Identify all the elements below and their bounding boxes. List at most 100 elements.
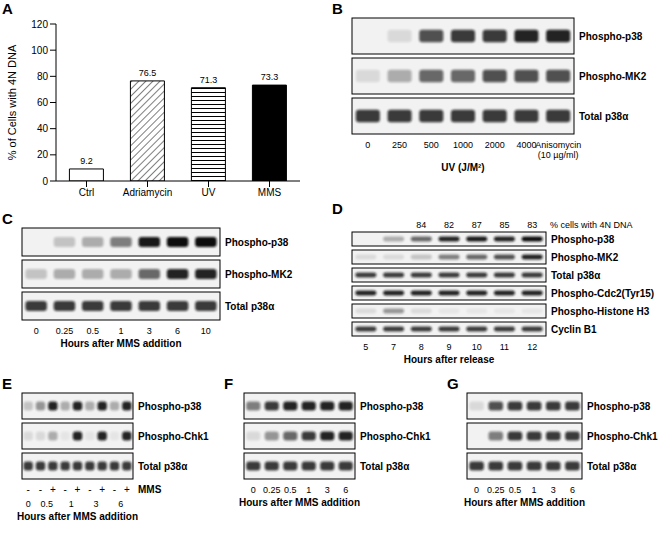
svg-text:76.5: 76.5 bbox=[139, 68, 157, 78]
svg-text:Phospho-p38: Phospho-p38 bbox=[587, 401, 651, 412]
svg-text:3: 3 bbox=[325, 485, 330, 495]
svg-text:-: - bbox=[88, 484, 91, 495]
svg-text:+: + bbox=[124, 484, 130, 495]
svg-text:0: 0 bbox=[42, 176, 48, 187]
svg-text:0: 0 bbox=[26, 499, 31, 509]
svg-text:83: 83 bbox=[527, 220, 537, 230]
svg-text:71.3: 71.3 bbox=[200, 75, 218, 85]
svg-text:MMS: MMS bbox=[138, 484, 162, 495]
svg-text:Total p38α: Total p38α bbox=[360, 461, 410, 472]
svg-text:8: 8 bbox=[419, 342, 424, 352]
svg-text:84: 84 bbox=[416, 220, 426, 230]
svg-text:0.25: 0.25 bbox=[56, 326, 74, 336]
svg-text:MMS: MMS bbox=[258, 187, 282, 198]
svg-text:120: 120 bbox=[31, 19, 48, 30]
svg-text:10: 10 bbox=[472, 342, 482, 352]
svg-text:-: - bbox=[26, 484, 29, 495]
svg-text:Total p38α: Total p38α bbox=[587, 461, 637, 472]
svg-text:0: 0 bbox=[365, 140, 370, 150]
svg-text:0: 0 bbox=[34, 326, 39, 336]
svg-text:10: 10 bbox=[201, 326, 211, 336]
svg-text:6: 6 bbox=[118, 499, 123, 509]
svg-text:Phospho-p38: Phospho-p38 bbox=[551, 234, 615, 245]
svg-text:E: E bbox=[2, 375, 12, 392]
svg-text:Hours after release: Hours after release bbox=[404, 354, 495, 365]
svg-text:Phospho-Cdc2(Tyr15): Phospho-Cdc2(Tyr15) bbox=[551, 288, 654, 299]
svg-text:Phospho-Chk1: Phospho-Chk1 bbox=[360, 431, 431, 442]
svg-text:+: + bbox=[99, 484, 105, 495]
svg-text:Phospho-p38: Phospho-p38 bbox=[579, 31, 643, 42]
svg-text:1: 1 bbox=[306, 485, 311, 495]
svg-text:Phospho-Chk1: Phospho-Chk1 bbox=[138, 431, 209, 442]
svg-text:Total p38α: Total p38α bbox=[579, 111, 629, 122]
svg-text:11: 11 bbox=[500, 342, 509, 352]
svg-text:73.3: 73.3 bbox=[261, 72, 279, 82]
svg-text:Total p38α: Total p38α bbox=[225, 301, 275, 312]
svg-text:UV: UV bbox=[202, 187, 216, 198]
svg-text:Hours after MMS addition: Hours after MMS addition bbox=[17, 511, 138, 522]
svg-text:9.2: 9.2 bbox=[80, 156, 93, 166]
svg-text:0.5: 0.5 bbox=[86, 326, 99, 336]
svg-text:% cells with 4N DNA: % cells with 4N DNA bbox=[550, 220, 633, 230]
svg-text:Phospho-p38: Phospho-p38 bbox=[360, 401, 424, 412]
svg-text:0.5: 0.5 bbox=[284, 485, 297, 495]
svg-text:1000: 1000 bbox=[453, 140, 473, 150]
svg-text:80: 80 bbox=[37, 71, 49, 82]
svg-text:Total p38α: Total p38α bbox=[551, 270, 601, 281]
svg-text:0.25: 0.25 bbox=[263, 485, 281, 495]
svg-text:-: - bbox=[63, 484, 66, 495]
svg-text:2000: 2000 bbox=[485, 140, 505, 150]
svg-text:+: + bbox=[50, 484, 56, 495]
svg-text:4000: 4000 bbox=[516, 140, 536, 150]
svg-text:1: 1 bbox=[69, 499, 74, 509]
svg-text:-: - bbox=[39, 484, 42, 495]
svg-text:Hours after MMS addition: Hours after MMS addition bbox=[60, 338, 181, 349]
svg-text:6: 6 bbox=[570, 485, 575, 495]
svg-text:12: 12 bbox=[527, 342, 537, 352]
svg-text:100: 100 bbox=[31, 45, 48, 56]
svg-text:Phospho-MK2: Phospho-MK2 bbox=[225, 269, 293, 280]
svg-text:85: 85 bbox=[499, 220, 509, 230]
svg-text:9: 9 bbox=[446, 342, 451, 352]
svg-text:20: 20 bbox=[37, 149, 49, 160]
svg-text:1: 1 bbox=[532, 485, 537, 495]
svg-text:UV (J/M²): UV (J/M²) bbox=[441, 162, 484, 173]
svg-text:Phospho-p38: Phospho-p38 bbox=[225, 237, 289, 248]
svg-text:250: 250 bbox=[392, 140, 407, 150]
svg-text:1: 1 bbox=[118, 326, 123, 336]
svg-text:D: D bbox=[332, 200, 343, 217]
svg-text:87: 87 bbox=[472, 220, 482, 230]
svg-text:F: F bbox=[224, 375, 233, 392]
svg-text:6: 6 bbox=[175, 326, 180, 336]
svg-text:0.5: 0.5 bbox=[509, 485, 522, 495]
svg-text:0: 0 bbox=[251, 485, 256, 495]
svg-text:B: B bbox=[332, 0, 343, 17]
svg-text:Hours after MMS addition: Hours after MMS addition bbox=[239, 497, 360, 508]
svg-text:0: 0 bbox=[474, 485, 479, 495]
svg-text:-: - bbox=[113, 484, 116, 495]
svg-text:Phospho-Histone H3: Phospho-Histone H3 bbox=[551, 306, 650, 317]
svg-text:Total p38α: Total p38α bbox=[138, 461, 188, 472]
svg-text:3: 3 bbox=[93, 499, 98, 509]
svg-text:3: 3 bbox=[551, 485, 556, 495]
svg-text:60: 60 bbox=[37, 97, 49, 108]
svg-text:6: 6 bbox=[343, 485, 348, 495]
svg-text:Anisomycin(10 µg/ml): Anisomycin(10 µg/ml) bbox=[535, 140, 581, 160]
svg-text:Ctrl: Ctrl bbox=[79, 187, 95, 198]
svg-text:0.25: 0.25 bbox=[487, 485, 505, 495]
svg-text:% of Cells with 4N DNA: % of Cells with 4N DNA bbox=[6, 44, 18, 160]
svg-text:Phospho-MK2: Phospho-MK2 bbox=[551, 252, 619, 263]
svg-text:Hours after MMS addition: Hours after MMS addition bbox=[464, 497, 585, 508]
svg-text:Phospho-Chk1: Phospho-Chk1 bbox=[587, 431, 658, 442]
svg-text:40: 40 bbox=[37, 123, 49, 134]
svg-text:Phospho-p38: Phospho-p38 bbox=[138, 401, 202, 412]
svg-text:3: 3 bbox=[147, 326, 152, 336]
svg-text:Adriamycin: Adriamycin bbox=[123, 187, 172, 198]
svg-text:500: 500 bbox=[424, 140, 439, 150]
svg-text:Cyclin B1: Cyclin B1 bbox=[551, 324, 597, 335]
svg-text:C: C bbox=[2, 210, 13, 227]
svg-text:0.5: 0.5 bbox=[40, 499, 53, 509]
svg-text:82: 82 bbox=[444, 220, 454, 230]
svg-text:5: 5 bbox=[363, 342, 368, 352]
svg-text:7: 7 bbox=[391, 342, 396, 352]
